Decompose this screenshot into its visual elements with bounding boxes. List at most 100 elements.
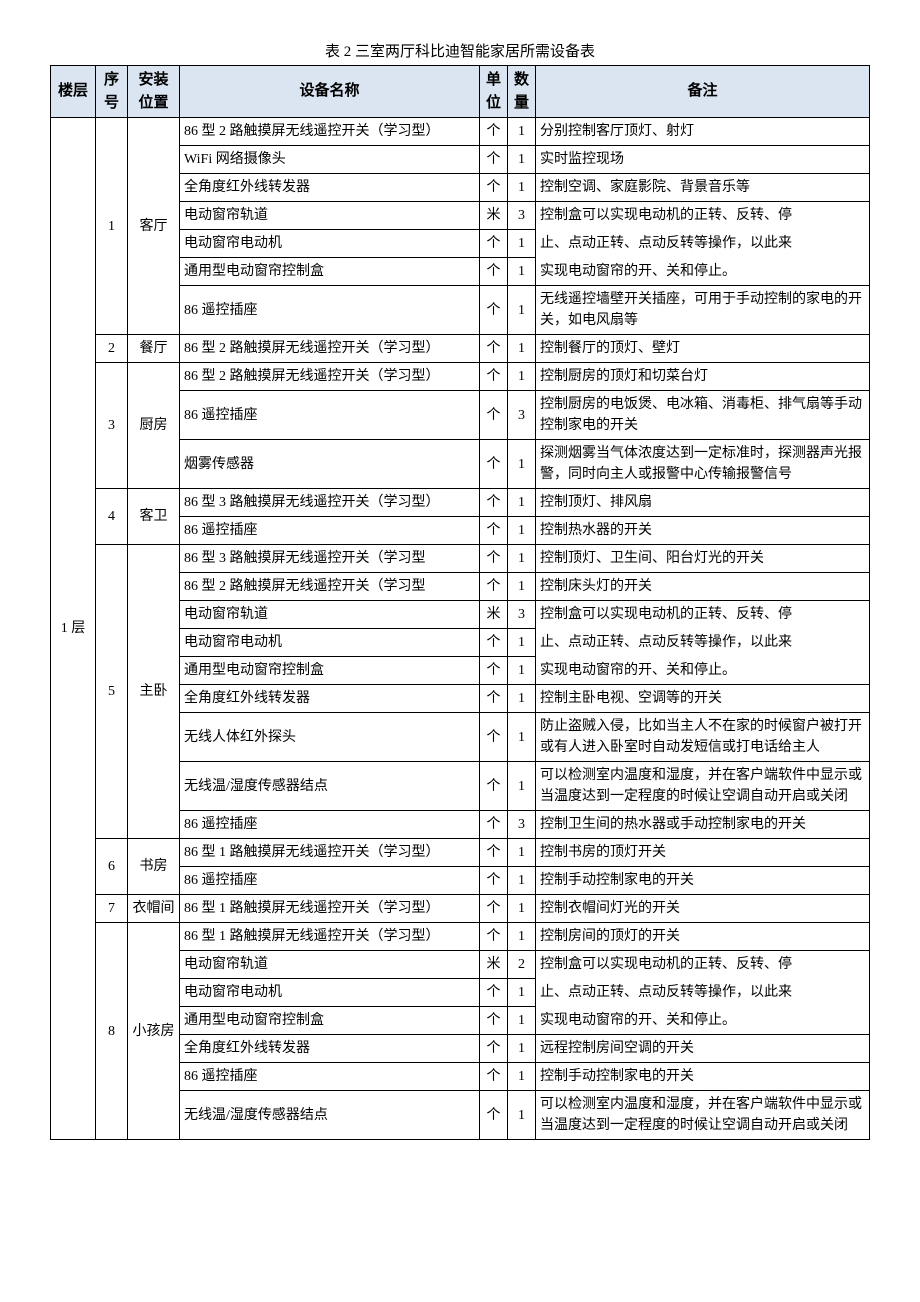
cell-device-name: 86 型 2 路触摸屏无线遥控开关（学习型 [180, 573, 480, 601]
cell-unit: 个 [480, 517, 508, 545]
cell-qty: 1 [508, 1063, 536, 1091]
cell-remark: 控制厨房的电饭煲、电冰箱、消毒柜、排气扇等手动控制家电的开关 [536, 391, 870, 440]
cell-seq: 2 [96, 335, 128, 363]
cell-unit: 个 [480, 258, 508, 286]
cell-remark: 控制热水器的开关 [536, 517, 870, 545]
cell-unit: 个 [480, 573, 508, 601]
cell-remark: 探测烟雾当气体浓度达到一定标准时，探测器声光报警，同时向主人或报警中心传输报警信… [536, 440, 870, 489]
cell-location: 餐厅 [128, 335, 180, 363]
cell-qty: 1 [508, 923, 536, 951]
cell-qty: 1 [508, 174, 536, 202]
cell-qty: 1 [508, 440, 536, 489]
cell-remark: 控制空调、家庭影院、背景音乐等 [536, 174, 870, 202]
cell-remark: 可以检测室内温度和湿度，并在客户端软件中显示或当温度达到一定程度的时候让空调自动… [536, 1091, 870, 1140]
cell-remark: 分别控制客厅顶灯、射灯 [536, 118, 870, 146]
table-row: 8小孩房86 型 1 路触摸屏无线遥控开关（学习型）个1控制房间的顶灯的开关 [51, 923, 870, 951]
cell-location: 主卧 [128, 545, 180, 839]
cell-unit: 个 [480, 713, 508, 762]
cell-device-name: 全角度红外线转发器 [180, 174, 480, 202]
cell-qty: 2 [508, 951, 536, 979]
cell-qty: 1 [508, 1007, 536, 1035]
cell-unit: 个 [480, 895, 508, 923]
cell-seq: 4 [96, 489, 128, 545]
col-seq: 序号 [96, 66, 128, 118]
cell-qty: 1 [508, 286, 536, 335]
cell-remark: 控制主卧电视、空调等的开关 [536, 685, 870, 713]
cell-remark: 控制衣帽间灯光的开关 [536, 895, 870, 923]
cell-qty: 1 [508, 1035, 536, 1063]
cell-remark: 控制书房的顶灯开关 [536, 839, 870, 867]
cell-unit: 个 [480, 1007, 508, 1035]
cell-device-name: 86 型 2 路触摸屏无线遥控开关（学习型） [180, 335, 480, 363]
cell-qty: 1 [508, 657, 536, 685]
cell-remark: 可以检测室内温度和湿度，并在客户端软件中显示或当温度达到一定程度的时候让空调自动… [536, 762, 870, 811]
table-row: 7衣帽间86 型 1 路触摸屏无线遥控开关（学习型）个1控制衣帽间灯光的开关 [51, 895, 870, 923]
cell-location: 书房 [128, 839, 180, 895]
cell-remark: 止、点动正转、点动反转等操作，以此来 [536, 979, 870, 1007]
col-name: 设备名称 [180, 66, 480, 118]
cell-qty: 1 [508, 573, 536, 601]
cell-device-name: 电动窗帘电动机 [180, 230, 480, 258]
cell-remark: 控制餐厅的顶灯、壁灯 [536, 335, 870, 363]
cell-remark: 控制盒可以实现电动机的正转、反转、停 [536, 951, 870, 979]
cell-device-name: 86 遥控插座 [180, 867, 480, 895]
cell-remark: 实时监控现场 [536, 146, 870, 174]
table-header-row: 楼层 序号 安装位置 设备名称 单位 数量 备注 [51, 66, 870, 118]
cell-device-name: 电动窗帘电动机 [180, 979, 480, 1007]
cell-unit: 个 [480, 811, 508, 839]
equipment-table: 楼层 序号 安装位置 设备名称 单位 数量 备注 1 层1客厅86 型 2 路触… [50, 65, 870, 1140]
cell-remark: 控制床头灯的开关 [536, 573, 870, 601]
cell-unit: 个 [480, 685, 508, 713]
cell-location: 厨房 [128, 363, 180, 489]
col-unit: 单位 [480, 66, 508, 118]
cell-location: 衣帽间 [128, 895, 180, 923]
cell-device-name: 86 型 3 路触摸屏无线遥控开关（学习型 [180, 545, 480, 573]
cell-device-name: 电动窗帘电动机 [180, 629, 480, 657]
cell-seq: 7 [96, 895, 128, 923]
cell-device-name: 86 型 2 路触摸屏无线遥控开关（学习型） [180, 363, 480, 391]
cell-unit: 个 [480, 230, 508, 258]
cell-device-name: 86 型 2 路触摸屏无线遥控开关（学习型） [180, 118, 480, 146]
cell-device-name: 86 型 1 路触摸屏无线遥控开关（学习型） [180, 923, 480, 951]
cell-qty: 1 [508, 258, 536, 286]
cell-device-name: 全角度红外线转发器 [180, 1035, 480, 1063]
cell-device-name: 86 型 1 路触摸屏无线遥控开关（学习型） [180, 839, 480, 867]
cell-device-name: 86 遥控插座 [180, 286, 480, 335]
cell-device-name: 通用型电动窗帘控制盒 [180, 258, 480, 286]
cell-unit: 个 [480, 1091, 508, 1140]
cell-remark: 无线遥控墙壁开关插座，可用于手动控制的家电的开关，如电风扇等 [536, 286, 870, 335]
cell-qty: 1 [508, 867, 536, 895]
cell-device-name: 86 遥控插座 [180, 1063, 480, 1091]
cell-device-name: 无线人体红外探头 [180, 713, 480, 762]
cell-location: 客卫 [128, 489, 180, 545]
cell-qty: 1 [508, 489, 536, 517]
cell-qty: 1 [508, 118, 536, 146]
cell-qty: 1 [508, 629, 536, 657]
cell-remark: 控制顶灯、排风扇 [536, 489, 870, 517]
cell-qty: 1 [508, 762, 536, 811]
col-location: 安装位置 [128, 66, 180, 118]
cell-qty: 1 [508, 895, 536, 923]
cell-device-name: 86 型 3 路触摸屏无线遥控开关（学习型） [180, 489, 480, 517]
cell-unit: 个 [480, 174, 508, 202]
cell-device-name: 烟雾传感器 [180, 440, 480, 489]
cell-unit: 个 [480, 286, 508, 335]
cell-unit: 米 [480, 951, 508, 979]
cell-unit: 个 [480, 1035, 508, 1063]
cell-unit: 个 [480, 762, 508, 811]
table-row: 4客卫86 型 3 路触摸屏无线遥控开关（学习型）个1控制顶灯、排风扇 [51, 489, 870, 517]
cell-remark: 控制手动控制家电的开关 [536, 867, 870, 895]
cell-device-name: 电动窗帘轨道 [180, 951, 480, 979]
cell-unit: 个 [480, 335, 508, 363]
cell-qty: 1 [508, 713, 536, 762]
cell-device-name: 86 遥控插座 [180, 391, 480, 440]
cell-remark: 止、点动正转、点动反转等操作，以此来 [536, 230, 870, 258]
cell-remark: 控制盒可以实现电动机的正转、反转、停 [536, 202, 870, 230]
cell-seq: 3 [96, 363, 128, 489]
cell-remark: 实现电动窗帘的开、关和停止。 [536, 1007, 870, 1035]
cell-qty: 1 [508, 979, 536, 1007]
table-row: 6书房86 型 1 路触摸屏无线遥控开关（学习型）个1控制书房的顶灯开关 [51, 839, 870, 867]
cell-qty: 1 [508, 363, 536, 391]
cell-qty: 1 [508, 335, 536, 363]
cell-location: 小孩房 [128, 923, 180, 1140]
